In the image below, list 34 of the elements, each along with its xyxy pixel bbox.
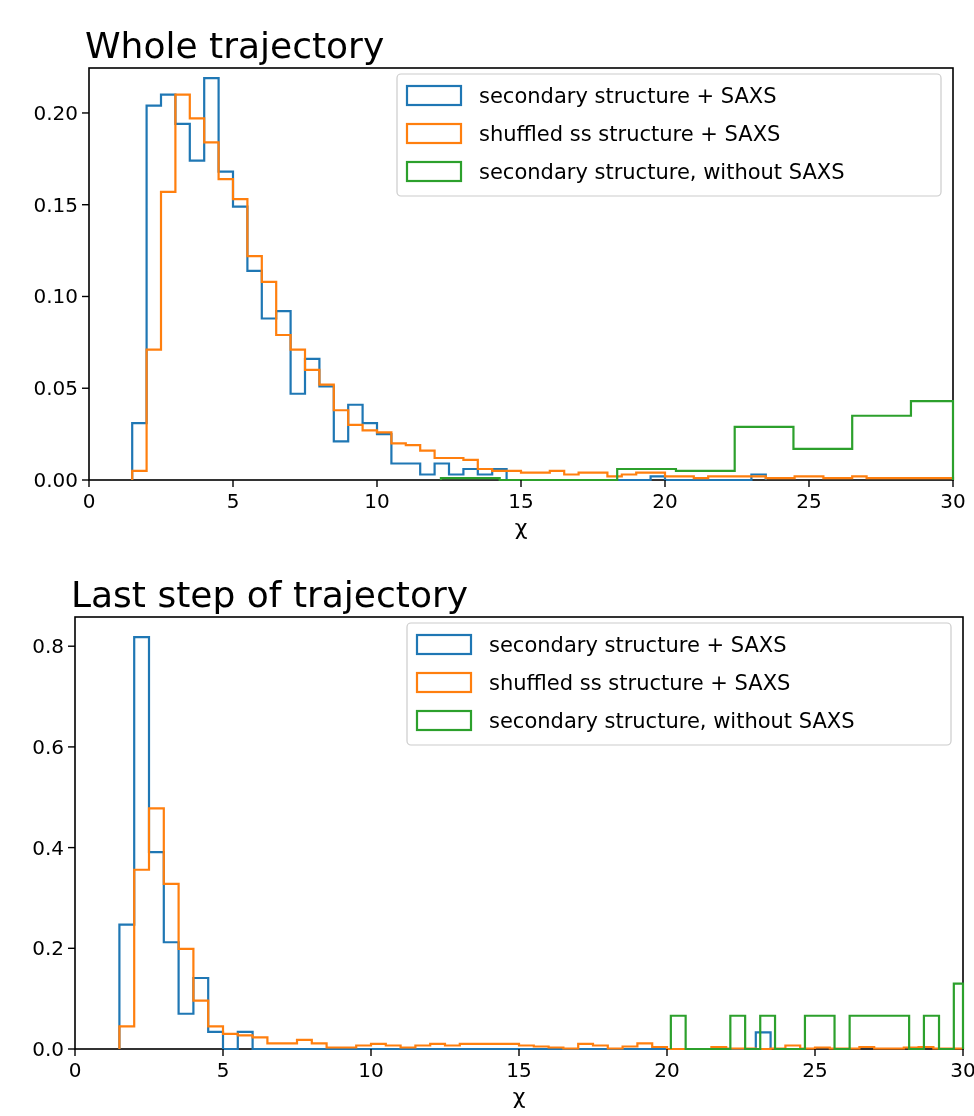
y-tick-label: 0.10 <box>33 284 78 309</box>
legend-label: secondary structure, without SAXS <box>489 709 855 733</box>
legend-label: secondary structure + SAXS <box>489 633 787 657</box>
y-tick-label: 0.0 <box>32 1037 64 1061</box>
y-tick-label: 0.4 <box>32 835 64 860</box>
x-tick-label: 20 <box>654 1058 680 1082</box>
chart-title: Whole trajectory <box>85 25 385 66</box>
y-tick-label: 0.05 <box>33 376 78 401</box>
x-tick-label: 5 <box>216 1058 230 1082</box>
x-tick-label: 25 <box>802 1058 828 1082</box>
x-tick-label: 30 <box>950 1058 974 1082</box>
y-tick-label: 0.15 <box>33 192 78 217</box>
legend-label: secondary structure + SAXS <box>479 84 777 108</box>
legend-label: shuffled ss structure + SAXS <box>489 671 791 695</box>
x-tick-label: 10 <box>358 1058 384 1082</box>
x-axis-title: χ <box>512 1084 526 1109</box>
y-tick-label: 0.20 <box>33 100 78 125</box>
x-axis-title: χ <box>514 515 528 540</box>
legend-label: secondary structure, without SAXS <box>479 160 845 184</box>
y-tick-label: 0.8 <box>32 634 64 659</box>
x-tick-label: 25 <box>796 489 822 513</box>
x-tick-label: 15 <box>506 1058 532 1082</box>
x-tick-label: 0 <box>68 1058 82 1082</box>
x-tick-label: 0 <box>82 489 96 513</box>
x-tick-label: 30 <box>940 489 966 513</box>
y-tick-label: 0.00 <box>33 468 78 492</box>
x-tick-label: 10 <box>364 489 390 513</box>
x-tick-label: 5 <box>226 489 240 513</box>
y-tick-label: 0.2 <box>32 936 64 961</box>
chart-title: Last step of trajectory <box>71 574 469 615</box>
x-tick-label: 15 <box>508 489 534 513</box>
legend-label: shuffled ss structure + SAXS <box>479 122 781 146</box>
x-tick-label: 20 <box>652 489 678 513</box>
y-tick-label: 0.6 <box>32 734 64 759</box>
